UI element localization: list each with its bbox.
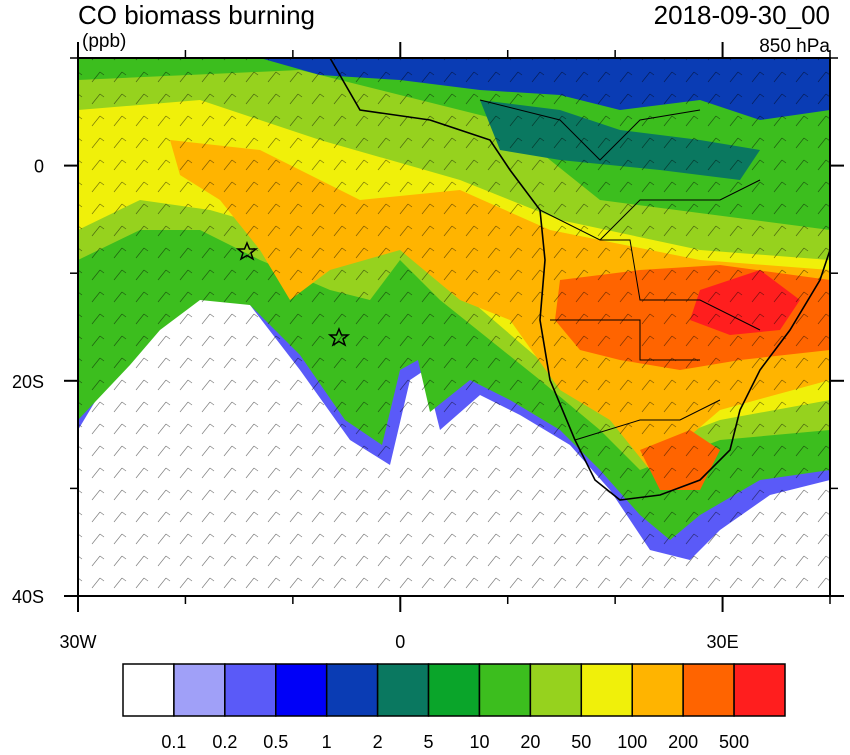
color-box (376, 663, 430, 717)
colorbar-label: 0.5 (263, 732, 288, 750)
colorbar-label: 10 (469, 732, 489, 750)
x-tick-label: 30W (59, 632, 96, 652)
colorbar: 0.1 0.2 0.5 1 2 5 10 20 50 100 200 500 (122, 663, 786, 752)
wind-barbs (78, 58, 830, 596)
field (78, 58, 830, 596)
color-box (733, 663, 786, 717)
colorbar-label: 5 (424, 732, 434, 750)
site-star (327, 327, 351, 347)
color-box (173, 663, 226, 717)
y-tick-label: 40S (12, 587, 44, 607)
colorbar-label: 1 (322, 732, 332, 750)
map-title: CO biomass burning (78, 0, 315, 30)
colorbar-label: 0.1 (161, 732, 186, 750)
colorbar-label: 50 (571, 732, 591, 750)
color-box (529, 663, 583, 717)
level: 850 hPa (759, 36, 830, 57)
colorbar-label: 2 (373, 732, 383, 750)
units: (ppb) (82, 31, 126, 52)
color-box (122, 663, 175, 717)
color-box (224, 663, 277, 717)
map-time: 2018-09-30_00 (654, 0, 830, 30)
x-tick-label: 30E (707, 632, 739, 652)
color-box (275, 663, 328, 717)
x-tick-label: 0 (395, 632, 405, 652)
color-box (325, 663, 379, 717)
colorbar-label: 200 (668, 732, 698, 750)
y-tick-label: 20S (12, 372, 44, 392)
site-star (235, 241, 259, 261)
axes: 30W 0 30E 0 20S 40S (12, 42, 844, 652)
color-box (682, 663, 735, 717)
colorbar-label: 100 (617, 732, 647, 750)
colorbar-label: 500 (719, 732, 749, 750)
color-box (427, 663, 481, 717)
colorbar-label: 20 (520, 732, 540, 750)
colorbar-label: 0.2 (212, 732, 237, 750)
borders (479, 99, 761, 441)
color-box (478, 663, 532, 717)
color-box (631, 663, 684, 717)
coastline (329, 58, 830, 501)
y-tick-label: 0 (34, 157, 44, 177)
plot-frame (77, 57, 831, 597)
color-box (580, 663, 633, 717)
